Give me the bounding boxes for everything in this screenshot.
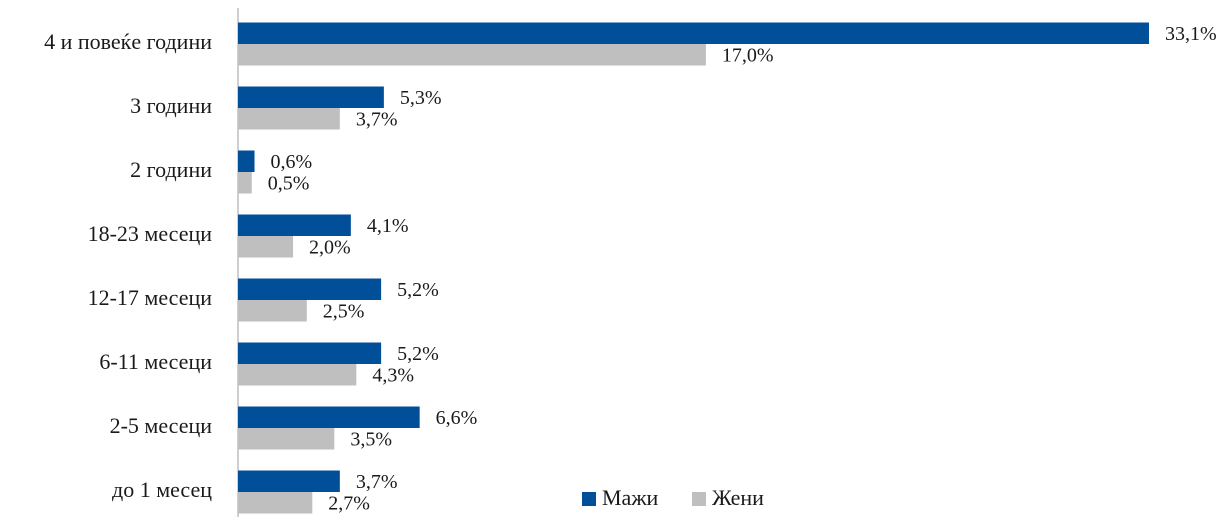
value-label: 33,1% <box>1165 23 1217 45</box>
value-label: 6,6% <box>436 407 478 429</box>
category-label: 12-17 месеци <box>88 285 213 310</box>
value-label: 5,2% <box>397 343 439 365</box>
bar <box>238 492 313 514</box>
legend-swatch <box>692 492 706 506</box>
category-label: 2-5 месеци <box>110 413 213 438</box>
bar <box>238 236 294 258</box>
category-label: 3 години <box>130 93 212 118</box>
value-label: 3,7% <box>356 108 398 130</box>
bar <box>238 428 335 450</box>
bar <box>238 44 706 66</box>
bar <box>238 278 382 300</box>
bar <box>238 214 351 236</box>
value-label: 4,1% <box>367 215 409 237</box>
category-label: до 1 месец <box>112 477 212 502</box>
value-label: 3,7% <box>356 471 398 493</box>
value-label: 2,5% <box>323 300 365 322</box>
category-label: 2 години <box>130 157 212 182</box>
value-label: 5,3% <box>400 87 442 109</box>
category-label: 4 и повеќе години <box>44 29 212 54</box>
bar <box>238 150 255 172</box>
bar <box>238 406 420 428</box>
bar <box>238 172 252 194</box>
category-label: 6-11 месеци <box>99 349 212 374</box>
value-label: 4,3% <box>372 364 414 386</box>
value-label: 0,6% <box>271 151 313 173</box>
bar <box>238 300 307 322</box>
bar <box>238 22 1149 44</box>
value-label: 2,7% <box>328 492 370 514</box>
legend-label: Мажи <box>602 485 659 510</box>
value-label: 2,0% <box>309 236 351 258</box>
bar <box>238 108 340 130</box>
bar <box>238 470 340 492</box>
legend-label: Жени <box>712 485 764 510</box>
bar <box>238 364 357 386</box>
value-label: 17,0% <box>722 44 774 66</box>
legend-swatch <box>582 492 596 506</box>
value-label: 3,5% <box>350 428 392 450</box>
category-label: 18-23 месеци <box>88 221 213 246</box>
bar <box>238 86 384 108</box>
value-label: 0,5% <box>268 172 310 194</box>
value-label: 5,2% <box>397 279 439 301</box>
bar <box>238 342 382 364</box>
